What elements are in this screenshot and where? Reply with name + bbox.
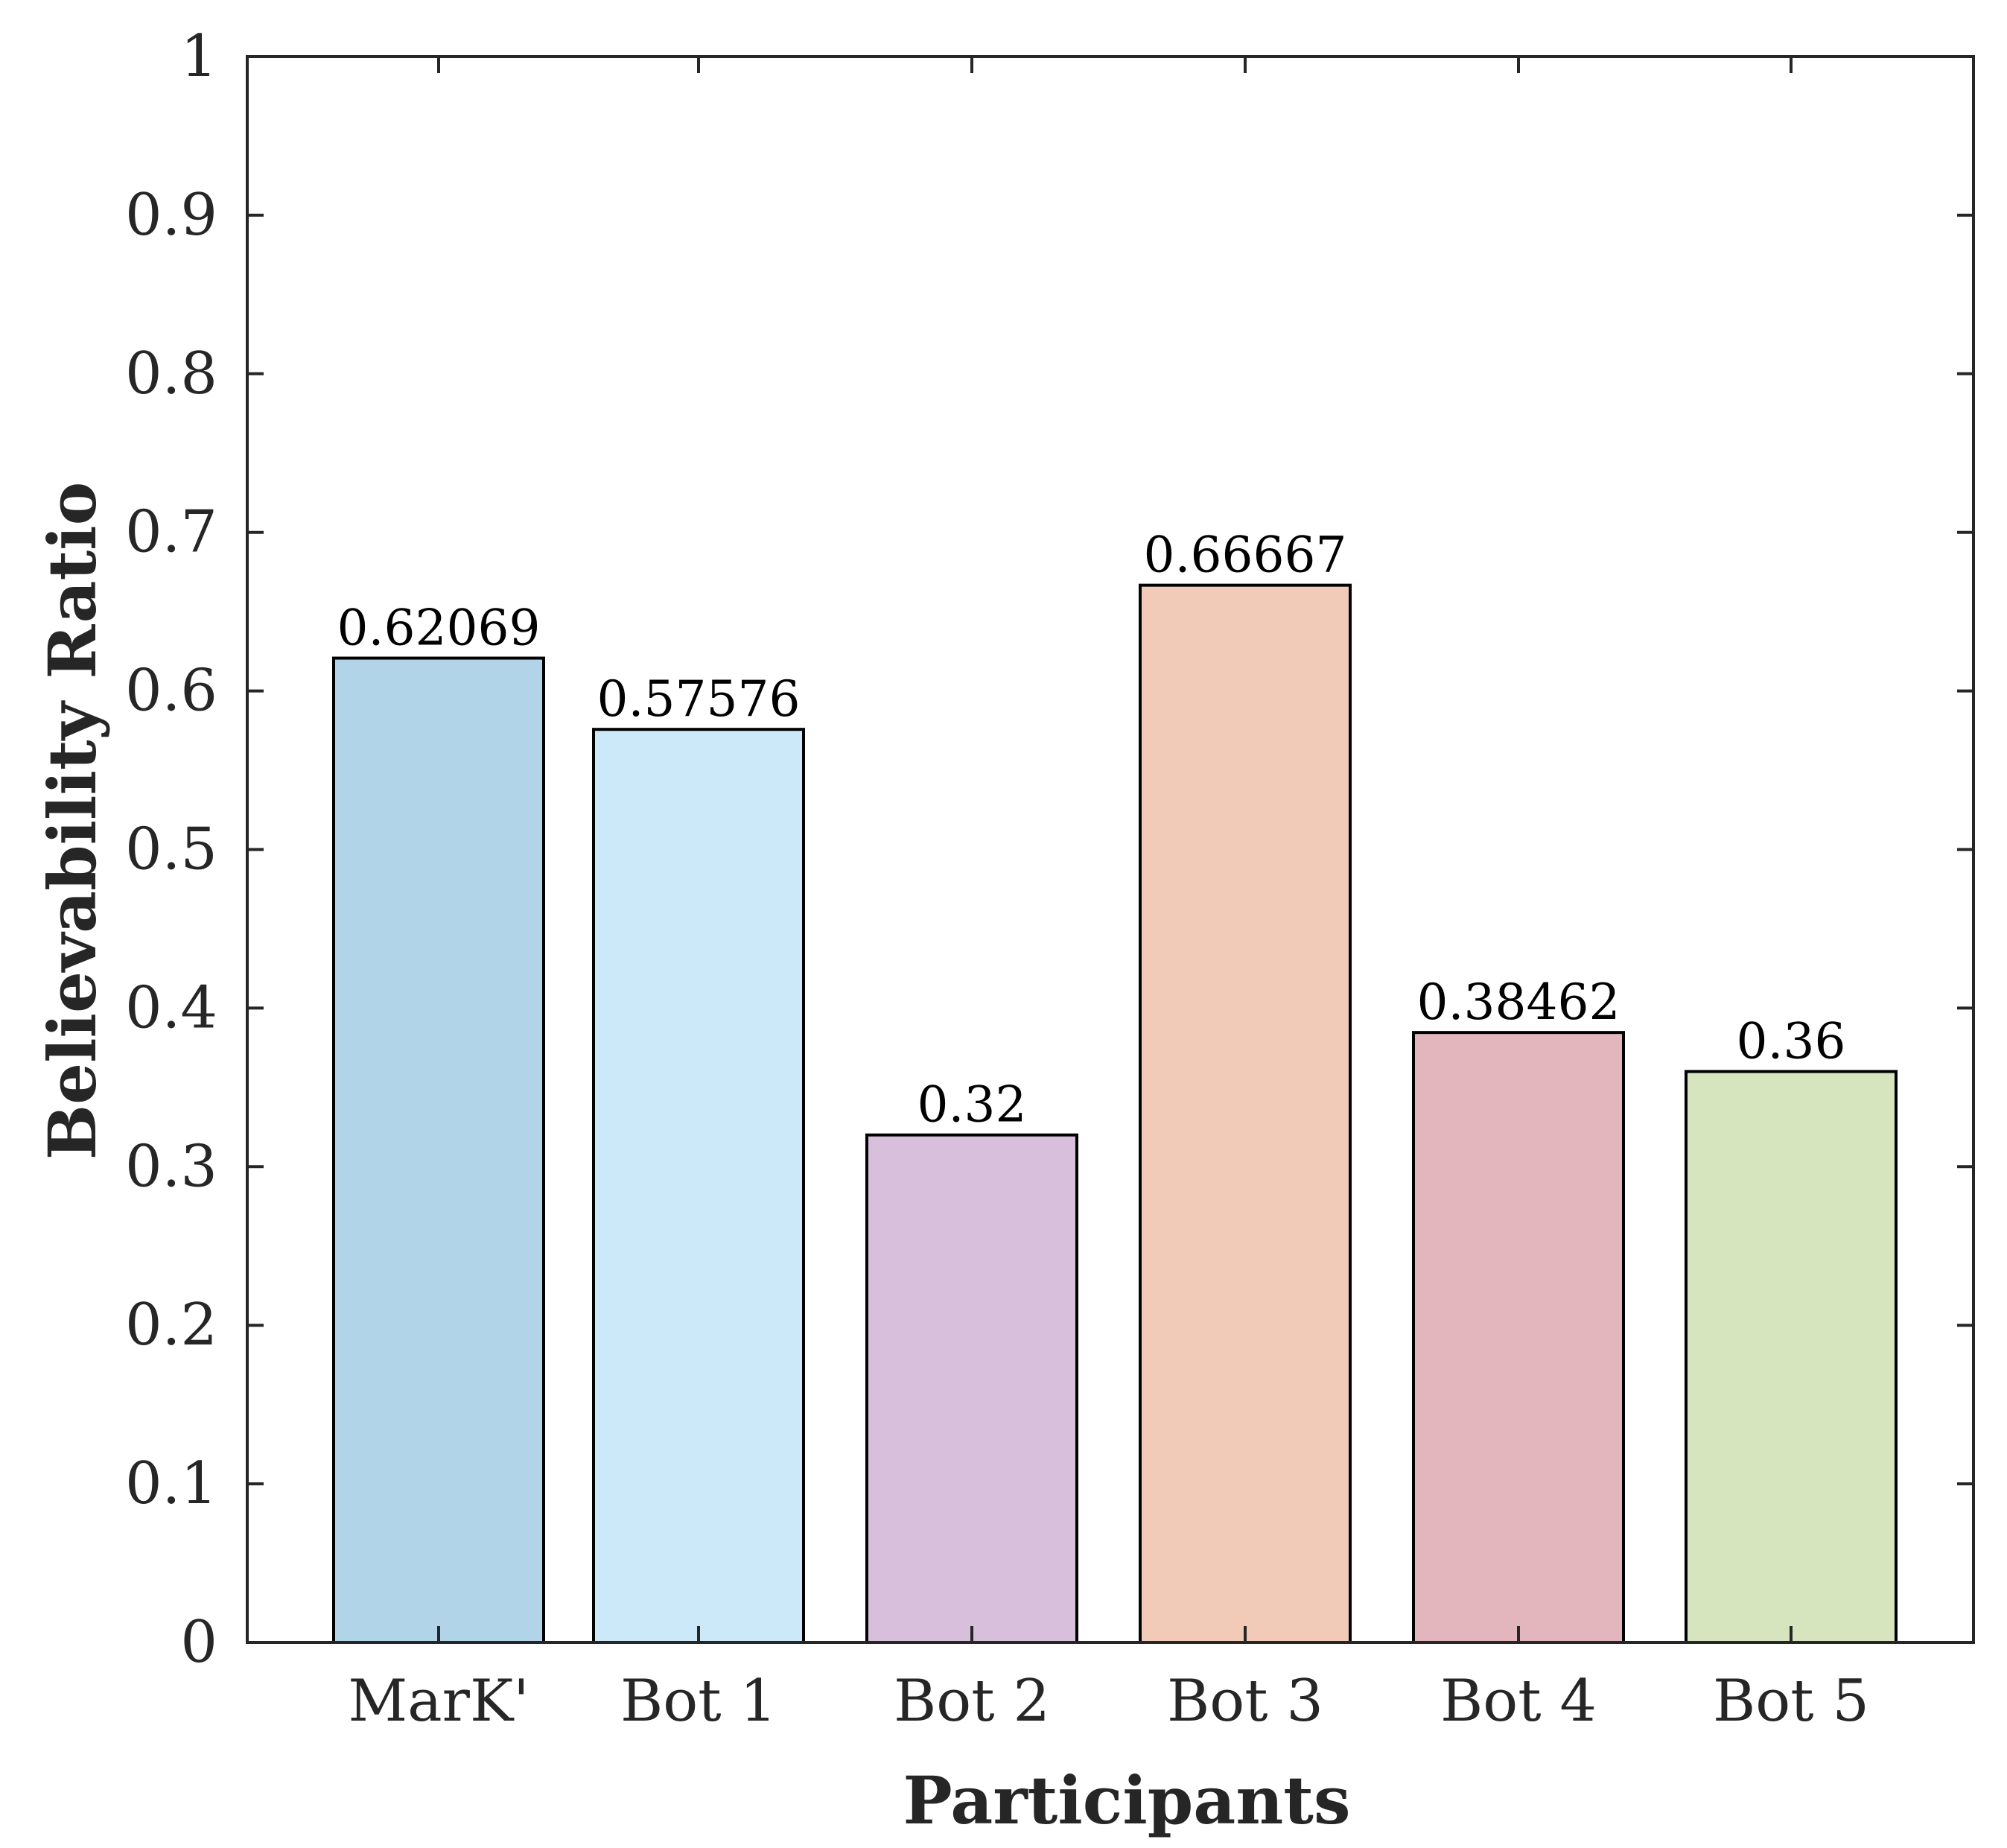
x-axis-title: Participants	[903, 1762, 1350, 1839]
bar-value-label: 0.36	[1737, 1013, 1846, 1070]
axes-box	[246, 55, 1975, 1644]
bar-value-label: 0.57576	[597, 670, 801, 728]
x-tick-label: Bot 4	[1440, 1668, 1597, 1735]
bar-value-label: 0.62069	[337, 600, 541, 657]
bar-bot-5	[1685, 1070, 1898, 1645]
x-tick-label: Bot 1	[620, 1668, 777, 1735]
y-tick-label: 0.7	[125, 499, 217, 566]
y-tick-label: 0.2	[125, 1292, 217, 1359]
y-tick-label: 0.4	[125, 974, 217, 1041]
bar-mark	[332, 656, 545, 1644]
y-tick-label: 0.5	[125, 816, 217, 883]
bar-bot-1	[592, 728, 805, 1645]
y-tick-label: 1	[180, 23, 217, 90]
data-labels-layer: 0.62069 0.57576 0.32 0.66667 0.38462 0.36	[337, 527, 1846, 1134]
bar-value-label: 0.32	[917, 1076, 1027, 1134]
bar-value-label: 0.66667	[1144, 527, 1347, 584]
bar-value-label: 0.38462	[1417, 974, 1620, 1031]
y-tick-label: 0.3	[125, 1133, 217, 1200]
x-tick-label: Bot 2	[894, 1668, 1050, 1735]
bar-bot-2	[865, 1133, 1078, 1644]
y-tick-label: 0.6	[125, 658, 217, 725]
y-tick-label: 0.9	[125, 182, 217, 249]
y-tick-label: 0	[180, 1609, 217, 1676]
y-axis-title: Believability Ratio	[34, 482, 111, 1160]
axes-layer: MarK' Bot 1 Bot 2 Bot 3 Bot 4 Bot 5 0 0.1 0.2 0.3…	[125, 23, 1975, 1735]
y-tick-label: 0.8	[125, 340, 217, 407]
bar-bot-3	[1139, 583, 1352, 1644]
bar-bot-4	[1412, 1031, 1625, 1644]
y-tick-label: 0.1	[125, 1450, 217, 1517]
x-tick-label: Bot 5	[1713, 1668, 1869, 1735]
x-tick-label: MarK'	[348, 1668, 529, 1735]
bars-layer	[332, 583, 1898, 1645]
x-tick-label: Bot 3	[1167, 1668, 1323, 1735]
